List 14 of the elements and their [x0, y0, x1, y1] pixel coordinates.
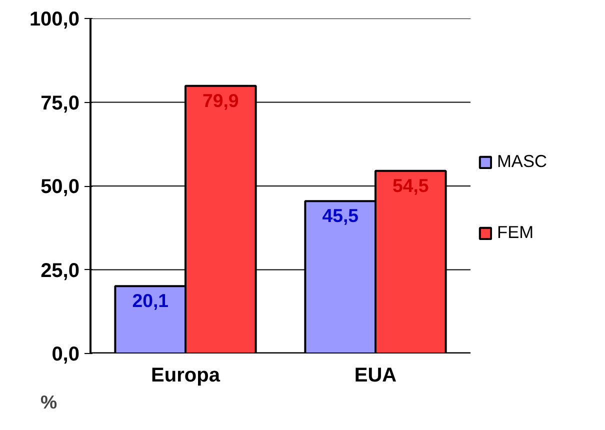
- data-label: 20,1: [132, 290, 169, 312]
- data-label: 54,5: [392, 174, 429, 196]
- legend-label: MASC: [497, 151, 548, 172]
- legend-label: FEM: [497, 222, 534, 243]
- data-label: 79,9: [202, 90, 239, 111]
- x-tick-label: Europa: [151, 364, 221, 386]
- y-tick-label: 100,0: [29, 8, 80, 30]
- y-axis-title: %: [40, 392, 58, 412]
- x-tick-label: EUA: [354, 364, 397, 386]
- y-tick-label: 25,0: [40, 260, 80, 282]
- y-tick-label: 0,0: [52, 344, 80, 366]
- y-tick-label: 75,0: [40, 92, 80, 114]
- data-label: 45,5: [322, 205, 359, 226]
- y-tick-label: 50,0: [40, 176, 80, 198]
